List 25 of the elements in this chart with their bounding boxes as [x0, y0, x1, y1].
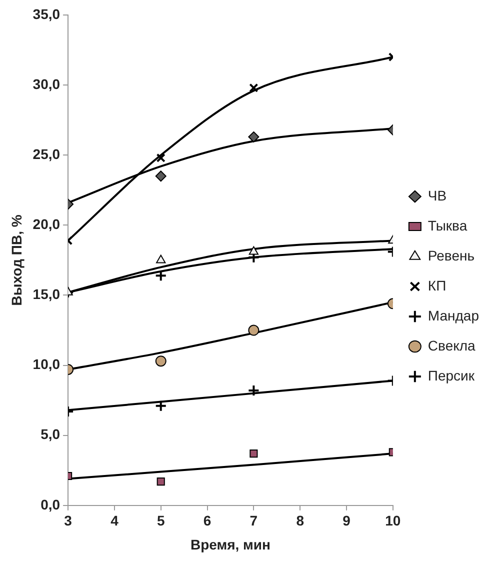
y-tick-label: 35,0: [32, 6, 60, 22]
legend-label: ЧВ: [428, 187, 447, 204]
x-tick-label: 3: [64, 512, 72, 529]
legend-label: Ревень: [428, 247, 475, 264]
y-tick-label: 25,0: [32, 146, 60, 162]
x-tick-label: 10: [385, 512, 401, 529]
y-tick-label: 0,0: [40, 496, 60, 512]
y-axis-title: Выход ПВ, %: [8, 214, 24, 306]
y-tick-label: 20,0: [32, 216, 60, 232]
y-tick-label: 5,0: [40, 426, 60, 442]
legend-label: Тыква: [428, 217, 468, 234]
y-tick-label: 10,0: [32, 356, 60, 372]
legend-label: КП: [428, 277, 446, 294]
legend-label: Мандар: [428, 307, 480, 324]
legend-label: Свекла: [428, 337, 476, 354]
x-tick-label: 7: [250, 512, 258, 529]
y-tick-label: 15,0: [32, 286, 60, 302]
x-tick-label: 5: [156, 512, 165, 529]
x-tick-label: 9: [342, 512, 351, 529]
legend-label: Персик: [428, 367, 476, 384]
x-tick-label: 4: [110, 512, 119, 529]
y-tick-label: 30,0: [32, 76, 60, 92]
x-tick-label: 6: [203, 512, 212, 529]
x-axis-title: Время, мин: [190, 536, 270, 552]
x-tick-label: 8: [296, 512, 304, 529]
